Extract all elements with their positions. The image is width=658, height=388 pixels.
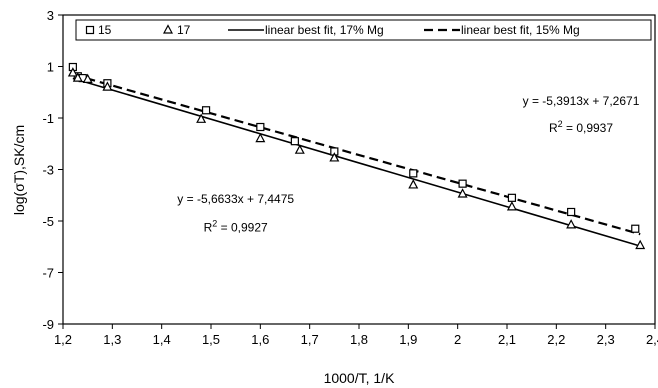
- x-tick-label: 1,3: [103, 332, 121, 347]
- legend-label-17: 17: [177, 23, 191, 37]
- data-point-17: [408, 179, 419, 189]
- x-tick-label: 1,4: [153, 332, 171, 347]
- legend-label-fit-15: linear best fit, 15% Mg: [461, 23, 580, 37]
- x-tick-label: 2,3: [597, 332, 615, 347]
- x-tick-label: 1,8: [350, 332, 368, 347]
- data-point-17: [506, 201, 517, 211]
- x-tick-label: 1,9: [399, 332, 417, 347]
- x-tick-label: 2,1: [498, 332, 516, 347]
- y-tick-label: -5: [42, 214, 54, 229]
- data-point-17: [196, 113, 207, 123]
- x-tick-label: 2,4: [646, 332, 658, 347]
- data-point-17: [72, 72, 83, 82]
- plot-frame: [62, 14, 656, 325]
- y-tick-label: 3: [47, 8, 54, 23]
- x-tick-label: 1,5: [202, 332, 220, 347]
- x-tick-label: 1,7: [301, 332, 319, 347]
- data-point-15: [631, 224, 640, 233]
- x-tick-label: 2: [454, 332, 461, 347]
- data-point-15: [256, 122, 265, 132]
- legend-label-fit-17: linear best fit, 17% Mg: [265, 23, 384, 37]
- data-point-15: [290, 137, 299, 146]
- data-point-15: [409, 169, 418, 178]
- fit-line-17: [72, 77, 641, 247]
- fit-line-15: [72, 73, 641, 236]
- r-squared-2: R2 = 0,9927: [204, 218, 268, 234]
- data-point-17: [457, 188, 468, 198]
- data-point-17: [566, 219, 577, 229]
- annotations: y = -5,3913x + 7,2671 R2 = 0,9937 y = -5,6…: [177, 94, 639, 234]
- x-axis-label: 1000/T, 1/K: [324, 370, 395, 386]
- y-tick-label: -1: [42, 111, 54, 126]
- x-tick-label: 1,6: [251, 332, 269, 347]
- data-point-15: [201, 106, 211, 115]
- data-point-15: [507, 193, 517, 202]
- data-point-17: [255, 132, 266, 143]
- data-point-15: [567, 207, 576, 217]
- r-squared-1: R2 = 0,9937: [549, 119, 613, 135]
- y-tick-label: -3: [42, 163, 54, 178]
- fit-lines: [72, 73, 641, 247]
- legend: 15 17 linear best fit, 17% Mg linear best f…: [75, 19, 652, 41]
- data-point-17: [329, 152, 340, 162]
- y-tick-label: -7: [42, 266, 54, 281]
- y-axis: 3 1 -1 -3 -5 -7 -9: [42, 8, 63, 332]
- fit-equation-2: y = -5,6633x + 7,4475: [177, 192, 294, 206]
- data-point-15: [458, 179, 467, 188]
- data-point-17: [635, 239, 646, 250]
- y-tick-label: 1: [47, 60, 54, 75]
- legend-marker-17: [163, 24, 173, 34]
- data-point-17: [102, 81, 113, 91]
- x-tick-label: 2,2: [547, 332, 565, 347]
- data-point-17: [294, 144, 305, 154]
- legend-label-15: 15: [98, 23, 112, 37]
- x-tick-label: 1,2: [54, 332, 72, 347]
- y-tick-label: -9: [42, 317, 54, 332]
- legend-marker-15: [85, 25, 95, 35]
- x-axis: 1,2 1,3 1,4 1,5 1,6 1,7 1,8 1,9 2 2,1 2,2 2,3 2,4: [54, 324, 658, 347]
- data-points: [67, 62, 646, 250]
- data-point-17: [82, 73, 93, 83]
- data-point-17: [67, 67, 78, 77]
- legend-box: [75, 19, 652, 41]
- y-axis-label: log(σT),SK/cm: [11, 125, 27, 215]
- fit-equation-1: y = -5,3913x + 7,2671: [523, 94, 640, 108]
